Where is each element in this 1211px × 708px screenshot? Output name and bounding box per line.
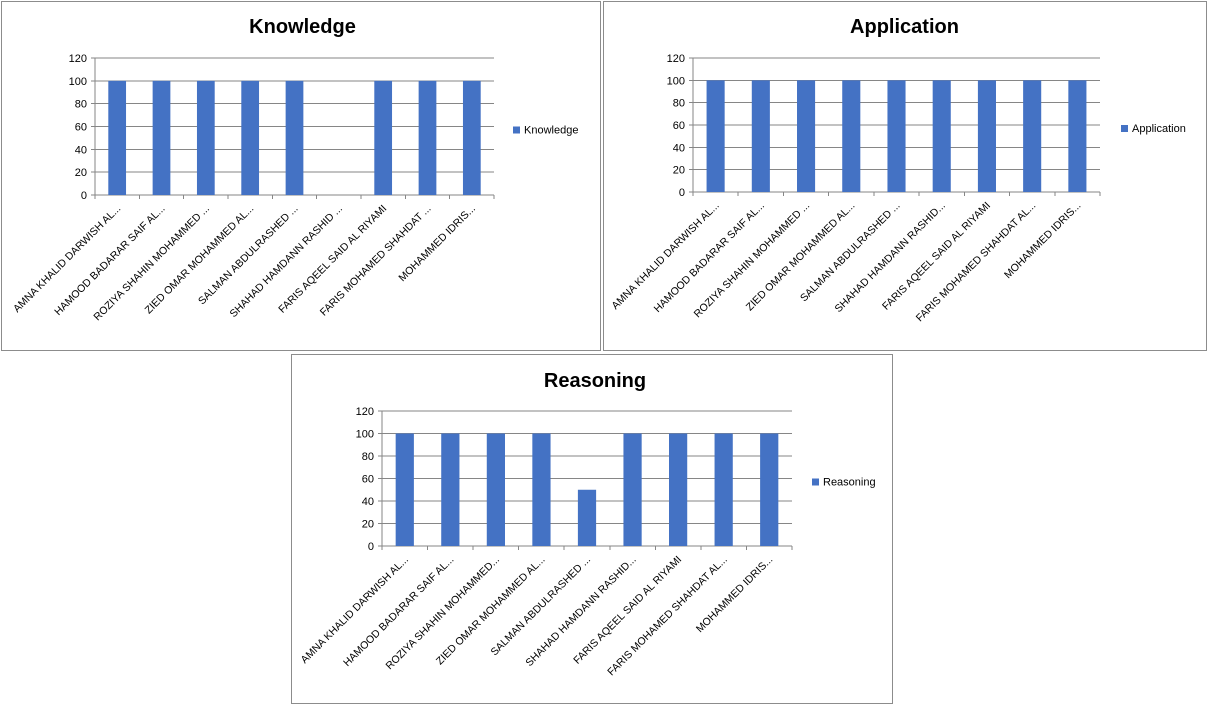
reasoning-ytick-label: 40 [362, 496, 374, 508]
application-ytick-label: 100 [667, 75, 685, 87]
knowledge-bar-1 [108, 80, 127, 195]
knowledge-bar-3 [196, 80, 215, 195]
reasoning-bar-3 [486, 433, 505, 546]
knowledge-ytick-label: 20 [75, 167, 87, 179]
reasoning-category-label: MOHAMMED IDRIS... [694, 554, 776, 636]
application-bar-3 [797, 80, 816, 192]
application-ytick-label: 60 [673, 120, 685, 132]
application-bar-7 [977, 80, 996, 192]
application-ytick-label: 120 [667, 53, 685, 65]
application-bar-9 [1068, 80, 1087, 192]
application-ytick-label: 40 [673, 142, 685, 154]
reasoning-legend-swatch [812, 478, 819, 486]
application-legend-label: Application [1132, 123, 1186, 135]
knowledge-legend-swatch [513, 126, 520, 134]
knowledge-bar-8 [418, 80, 437, 195]
reasoning-ytick-label: 80 [362, 451, 374, 463]
reasoning-bar-8 [714, 433, 733, 546]
application-bar-5 [887, 80, 906, 192]
application-legend-swatch [1121, 125, 1128, 132]
application-chart: Application 0 20 40 60 80 100 120 AMNA KHALID DA… [603, 1, 1207, 351]
application-ytick-label: 20 [673, 165, 685, 177]
application-category-label: MOHAMMED IDRIS... [1002, 200, 1084, 282]
knowledge-bar-7 [374, 80, 393, 195]
reasoning-bar-5 [577, 489, 597, 546]
knowledge-ytick-label: 40 [75, 144, 87, 156]
reasoning-title: Reasoning [544, 370, 646, 392]
application-title: Application [850, 16, 959, 38]
reasoning-bar-4 [532, 433, 551, 546]
application-bar-2 [751, 80, 770, 192]
reasoning-ytick-label: 120 [356, 406, 374, 418]
application-bar-6 [932, 80, 951, 192]
knowledge-category-label: MOHAMMED IDRIS... [396, 203, 478, 285]
knowledge-legend-label: Knowledge [524, 125, 578, 137]
knowledge-bar-9 [462, 80, 481, 195]
reasoning-legend-label: Reasoning [823, 477, 876, 489]
reasoning-bar-1 [395, 433, 414, 546]
reasoning-ytick-label: 100 [356, 429, 374, 441]
knowledge-bar-5 [285, 80, 304, 195]
application-ytick-label: 0 [679, 187, 685, 199]
application-bar-4 [842, 80, 861, 192]
reasoning-bar-6 [623, 433, 642, 546]
knowledge-chart: Knowledge 0 20 40 60 80 100 120 AMNA KHALID DARW… [1, 1, 601, 351]
knowledge-ytick-label: 60 [75, 122, 87, 134]
reasoning-bar-2 [441, 433, 460, 546]
knowledge-title: Knowledge [249, 16, 356, 38]
reasoning-bar-9 [760, 433, 779, 546]
knowledge-ytick-label: 80 [75, 99, 87, 111]
application-bar-1 [706, 80, 725, 192]
reasoning-ytick-label: 60 [362, 474, 374, 486]
knowledge-ytick-label: 0 [81, 190, 87, 202]
reasoning-ytick-label: 0 [368, 541, 374, 553]
knowledge-ytick-label: 100 [69, 76, 87, 88]
knowledge-bar-4 [241, 80, 260, 195]
reasoning-ytick-label: 20 [362, 519, 374, 531]
application-bar-8 [1023, 80, 1042, 192]
reasoning-chart: Reasoning 0 20 40 60 80 100 120 AMNA KHALID DARW… [291, 354, 893, 704]
application-ytick-label: 80 [673, 98, 685, 110]
reasoning-bar-7 [669, 433, 688, 546]
knowledge-bar-2 [152, 80, 171, 195]
knowledge-ytick-label: 120 [69, 53, 87, 65]
